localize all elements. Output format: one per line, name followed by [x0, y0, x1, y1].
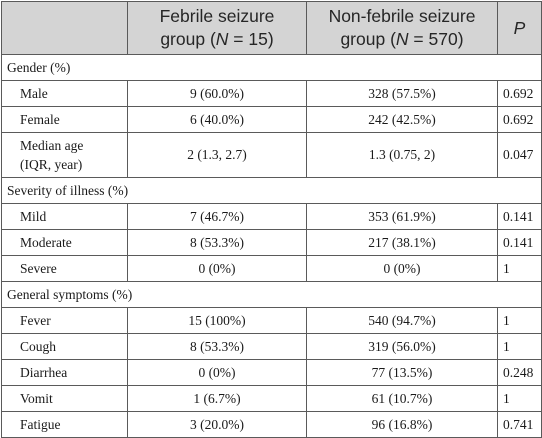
p-value: 0.047: [497, 132, 542, 178]
nonfebrile-value: 540 (94.7%): [306, 307, 498, 334]
section-title: Severity of illness (%): [1, 177, 542, 204]
febrile-value: 0 (0%): [127, 359, 307, 386]
table-row: Moderate 8 (53.3%) 217 (38.1%) 0.141: [1, 229, 542, 256]
febrile-value: 15 (100%): [127, 307, 307, 334]
table-row: Diarrhea 0 (0%) 77 (13.5%) 0.248: [1, 359, 542, 386]
table-row: Mild 7 (46.7%) 353 (61.9%) 0.141: [1, 203, 542, 230]
nonfebrile-value: 319 (56.0%): [306, 333, 498, 360]
section-row-severity: Severity of illness (%): [1, 177, 542, 204]
header-febrile-n-symbol: N: [215, 29, 229, 49]
p-value: 1: [497, 307, 542, 334]
section-title: General symptoms (%): [1, 281, 542, 308]
febrile-value: 9 (60.0%): [127, 80, 307, 107]
table-row: Fatigue 3 (20.0%) 96 (16.8%) 0.741: [1, 411, 542, 438]
section-title: Gender (%): [1, 54, 542, 81]
row-label: Vomit: [1, 385, 128, 412]
p-value: 0.692: [497, 80, 542, 107]
row-label: Moderate: [1, 229, 128, 256]
table-row: Male 9 (60.0%) 328 (57.5%) 0.692: [1, 80, 542, 107]
p-value: 0.692: [497, 106, 542, 133]
febrile-value: 8 (53.3%): [127, 229, 307, 256]
header-corner-cell: [1, 1, 128, 55]
febrile-value: 8 (53.3%): [127, 333, 307, 360]
nonfebrile-value: 1.3 (0.75, 2): [306, 132, 498, 178]
table-row: Fever 15 (100%) 540 (94.7%) 1: [1, 307, 542, 334]
febrile-value: 6 (40.0%): [127, 106, 307, 133]
febrile-value: 7 (46.7%): [127, 203, 307, 230]
row-label: Fever: [1, 307, 128, 334]
nonfebrile-value: 242 (42.5%): [306, 106, 498, 133]
table-row: Female 6 (40.0%) 242 (42.5%) 0.692: [1, 106, 542, 133]
nonfebrile-value: 353 (61.9%): [306, 203, 498, 230]
table-row: Severe 0 (0%) 0 (0%) 1: [1, 255, 542, 282]
row-label: Male: [1, 80, 128, 107]
row-label-line2: (IQR, year): [20, 157, 83, 172]
table-row: Vomit 1 (6.7%) 61 (10.7%) 1: [1, 385, 542, 412]
row-label: Cough: [1, 333, 128, 360]
header-nonfebrile-line1: Non-febrile seizure: [328, 6, 476, 26]
febrile-value: 0 (0%): [127, 255, 307, 282]
table-row: Median age (IQR, year) 2 (1.3, 2.7) 1.3 …: [1, 132, 542, 178]
p-value: 0.141: [497, 203, 542, 230]
row-label: Female: [1, 106, 128, 133]
febrile-value: 2 (1.3, 2.7): [127, 132, 307, 178]
table-header-row: Febrile seizure group (N = 15) Non-febri…: [1, 1, 542, 55]
row-label: Mild: [1, 203, 128, 230]
header-nonfebrile-group: Non-febrile seizure group (N = 570): [306, 1, 498, 55]
nonfebrile-value: 61 (10.7%): [306, 385, 498, 412]
header-p-value: P: [497, 1, 542, 55]
febrile-value: 1 (6.7%): [127, 385, 307, 412]
row-label: Fatigue: [1, 411, 128, 438]
nonfebrile-value: 328 (57.5%): [306, 80, 498, 107]
table-row: Cough 8 (53.3%) 319 (56.0%) 1: [1, 333, 542, 360]
nonfebrile-value: 77 (13.5%): [306, 359, 498, 386]
nonfebrile-value: 0 (0%): [306, 255, 498, 282]
row-label: Diarrhea: [1, 359, 128, 386]
p-value: 1: [497, 385, 542, 412]
p-value: 1: [497, 255, 542, 282]
nonfebrile-value: 217 (38.1%): [306, 229, 498, 256]
p-value: 1: [497, 333, 542, 360]
header-febrile-line1: Febrile seizure: [159, 6, 275, 26]
nonfebrile-value: 96 (16.8%): [306, 411, 498, 438]
header-nonfebrile-line2-post: = 570): [408, 29, 464, 49]
p-value: 0.741: [497, 411, 542, 438]
row-label: Median age (IQR, year): [1, 132, 128, 178]
header-febrile-group: Febrile seizure group (N = 15): [127, 1, 307, 55]
row-label: Severe: [1, 255, 128, 282]
row-label-line1: Median age: [20, 138, 84, 153]
header-febrile-line2-pre: group (: [160, 29, 216, 49]
section-row-symptoms: General symptoms (%): [1, 281, 542, 308]
header-nonfebrile-n-symbol: N: [395, 29, 409, 49]
p-value: 0.248: [497, 359, 542, 386]
p-value: 0.141: [497, 229, 542, 256]
section-row-gender: Gender (%): [1, 54, 542, 81]
header-nonfebrile-line2-pre: group (: [340, 29, 396, 49]
febrile-value: 3 (20.0%): [127, 411, 307, 438]
header-febrile-line2-post: = 15): [228, 29, 274, 49]
